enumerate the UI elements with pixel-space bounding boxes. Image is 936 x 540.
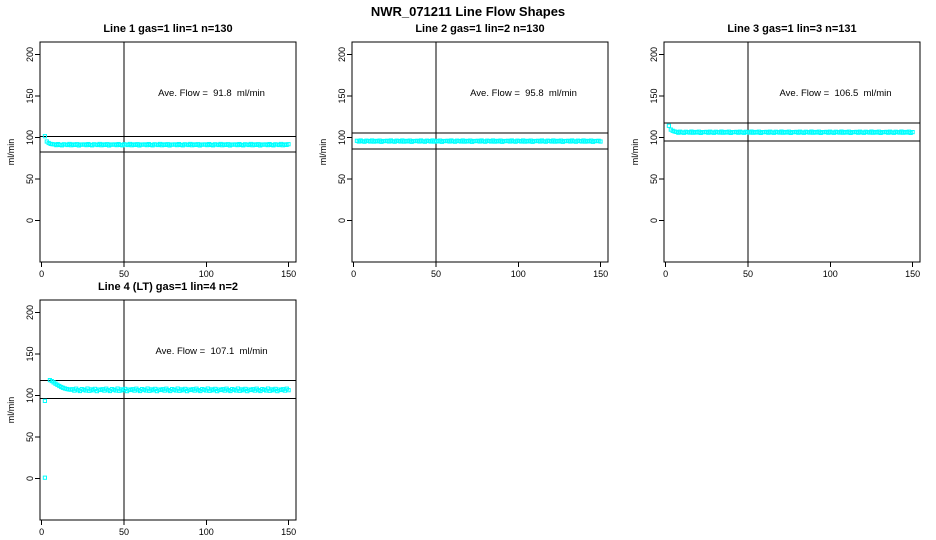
- svg-text:Ave. Flow = 106.5 ml/min: Ave. Flow = 106.5 ml/min: [780, 88, 892, 99]
- svg-text:150: 150: [905, 269, 920, 279]
- svg-text:200: 200: [337, 47, 347, 62]
- svg-text:150: 150: [649, 88, 659, 103]
- svg-text:Line 2 gas=1 lin=2 n=130: Line 2 gas=1 lin=2 n=130: [415, 23, 544, 35]
- svg-text:100: 100: [337, 130, 347, 145]
- figure-main-title: NWR_071211 Line Flow Shapes: [370, 4, 566, 19]
- svg-text:Ave. Flow = 95.8 ml/min: Ave. Flow = 95.8 ml/min: [470, 88, 577, 99]
- line-4-flow-plot: Line 4 (LT) gas=1 lin=4 n=2 0 50 100 150 200 m…: [6, 281, 297, 537]
- svg-text:ml/min: ml/min: [6, 139, 16, 166]
- panel-line-4: Line 4 (LT) gas=1 lin=4 n=2 0 50 100 150 200 m…: [0, 278, 312, 540]
- svg-text:Line 3 gas=1 lin=3 n=131: Line 3 gas=1 lin=3 n=131: [727, 23, 856, 35]
- svg-text:150: 150: [593, 269, 608, 279]
- svg-text:100: 100: [199, 269, 214, 279]
- svg-text:150: 150: [281, 527, 296, 537]
- svg-text:0: 0: [25, 476, 35, 481]
- svg-text:0: 0: [351, 269, 356, 279]
- line-2-flow-plot: Line 2 gas=1 lin=2 n=130 0 50 100 150 200 ml/m…: [318, 23, 609, 279]
- svg-text:100: 100: [649, 130, 659, 145]
- svg-text:50: 50: [25, 174, 35, 184]
- svg-text:50: 50: [119, 527, 129, 537]
- svg-text:Ave. Flow = 91.8 ml/min: Ave. Flow = 91.8 ml/min: [158, 88, 265, 99]
- svg-text:Ave. Flow = 107.1 ml/min: Ave. Flow = 107.1 ml/min: [156, 346, 268, 357]
- svg-text:0: 0: [649, 218, 659, 223]
- svg-text:200: 200: [649, 47, 659, 62]
- svg-text:100: 100: [199, 527, 214, 537]
- svg-text:50: 50: [119, 269, 129, 279]
- svg-text:0: 0: [39, 527, 44, 537]
- panel-line-2: Line 2 gas=1 lin=2 n=130 0 50 100 150 200 ml/m…: [312, 20, 624, 282]
- svg-text:100: 100: [25, 388, 35, 403]
- svg-text:50: 50: [337, 174, 347, 184]
- svg-text:0: 0: [663, 269, 668, 279]
- svg-text:0: 0: [25, 218, 35, 223]
- svg-text:Line 4 (LT) gas=1 lin=4 n=2: Line 4 (LT) gas=1 lin=4 n=2: [98, 281, 238, 293]
- svg-text:100: 100: [25, 130, 35, 145]
- svg-text:100: 100: [511, 269, 526, 279]
- svg-text:150: 150: [281, 269, 296, 279]
- panel-line-3: Line 3 gas=1 lin=3 n=131 0 50 100 150 200 ml/m…: [624, 20, 936, 282]
- svg-text:150: 150: [25, 88, 35, 103]
- svg-text:ml/min: ml/min: [318, 139, 328, 166]
- svg-text:50: 50: [743, 269, 753, 279]
- svg-text:200: 200: [25, 305, 35, 320]
- panel-line-1: Line 1 gas=1 lin=1 n=130 0 50 100 150 200 ml/m…: [0, 20, 312, 282]
- svg-text:50: 50: [649, 174, 659, 184]
- svg-text:Line 1 gas=1 lin=1 n=130: Line 1 gas=1 lin=1 n=130: [103, 23, 232, 35]
- line-1-flow-plot: Line 1 gas=1 lin=1 n=130 0 50 100 150 200 ml/m…: [6, 23, 297, 279]
- svg-text:50: 50: [431, 269, 441, 279]
- svg-text:ml/min: ml/min: [630, 139, 640, 166]
- svg-text:0: 0: [337, 218, 347, 223]
- svg-text:200: 200: [25, 47, 35, 62]
- line-3-flow-plot: Line 3 gas=1 lin=3 n=131 0 50 100 150 200 ml/m…: [630, 23, 921, 279]
- svg-text:50: 50: [25, 432, 35, 442]
- svg-text:150: 150: [337, 88, 347, 103]
- svg-text:100: 100: [823, 269, 838, 279]
- svg-text:0: 0: [39, 269, 44, 279]
- svg-text:150: 150: [25, 346, 35, 361]
- svg-text:ml/min: ml/min: [6, 397, 16, 424]
